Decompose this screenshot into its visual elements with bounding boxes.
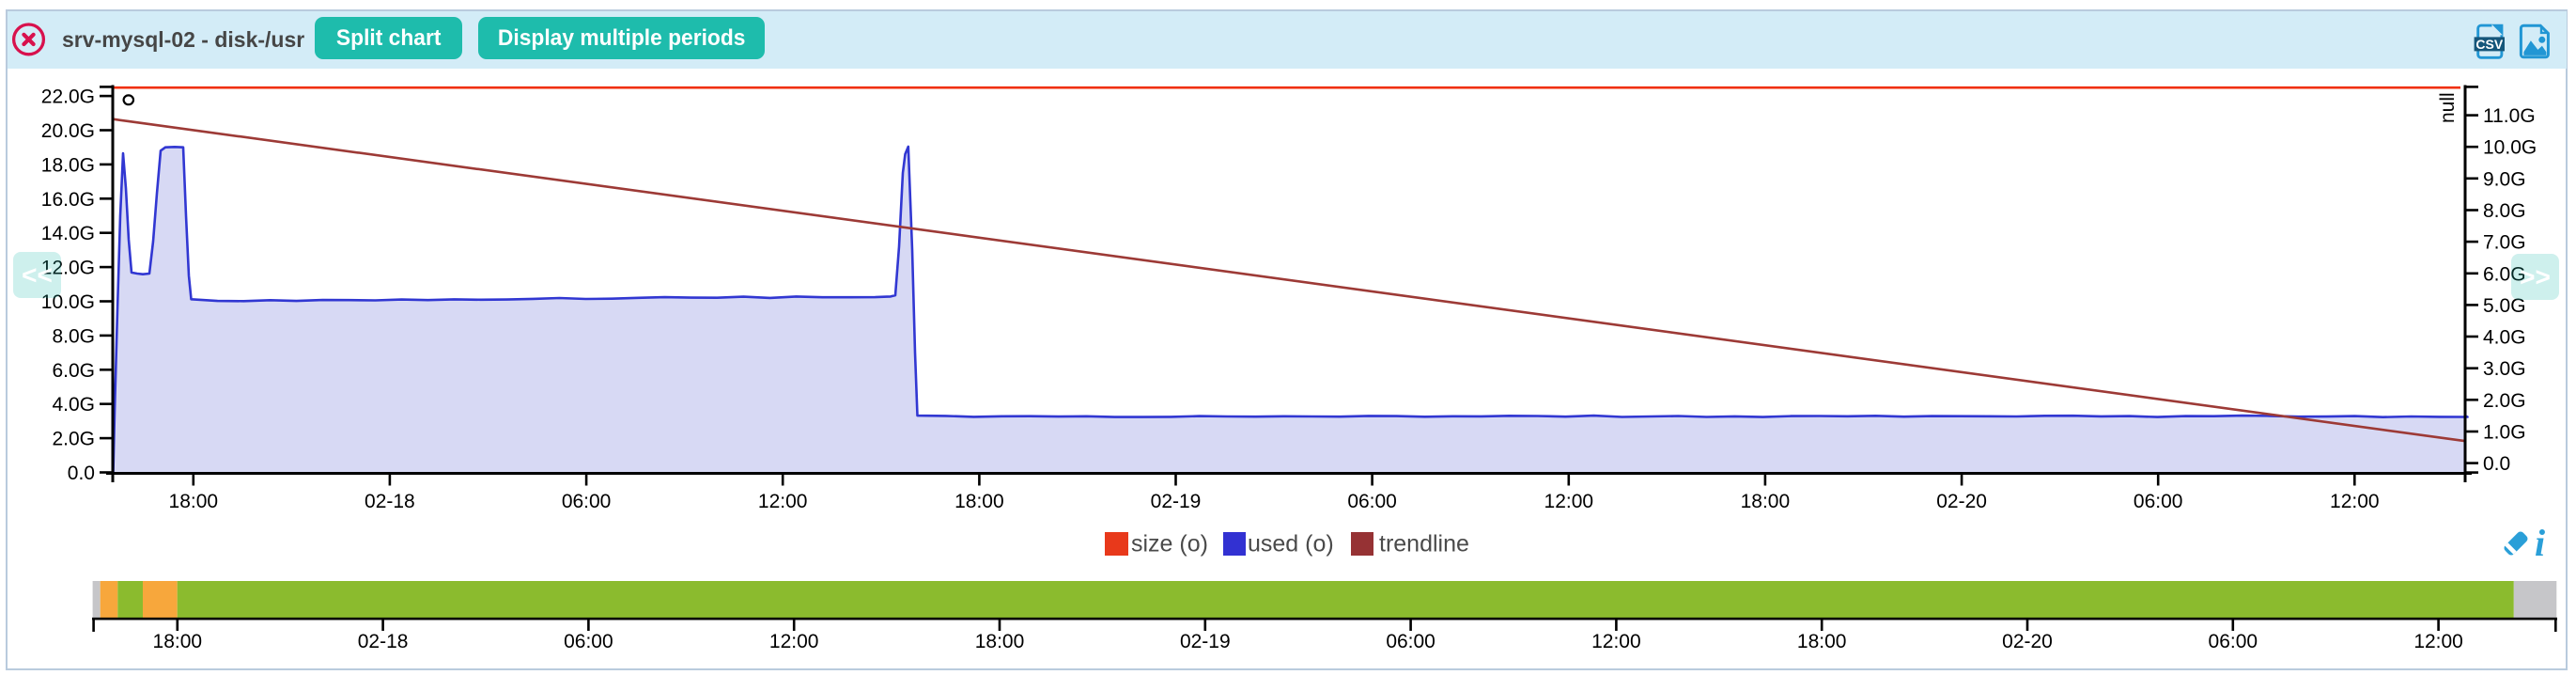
svg-text:6.0G: 6.0G bbox=[2483, 263, 2526, 285]
svg-text:CSV: CSV bbox=[2475, 37, 2503, 52]
svg-text:06:00: 06:00 bbox=[2209, 631, 2258, 652]
svg-text:8.0G: 8.0G bbox=[52, 325, 95, 347]
svg-text:10.0G: 10.0G bbox=[41, 291, 95, 313]
svg-text:7.0G: 7.0G bbox=[2483, 232, 2526, 254]
svg-text:18:00: 18:00 bbox=[1741, 491, 1791, 512]
svg-text:06:00: 06:00 bbox=[1386, 631, 1435, 652]
svg-text:i: i bbox=[2535, 522, 2545, 564]
svg-text:22.0G: 22.0G bbox=[41, 86, 95, 108]
svg-text:12:00: 12:00 bbox=[2413, 631, 2463, 652]
svg-text:18:00: 18:00 bbox=[954, 491, 1004, 512]
svg-text:02-18: 02-18 bbox=[358, 631, 409, 652]
svg-text:trendline: trendline bbox=[1379, 531, 1469, 557]
svg-text:18:00: 18:00 bbox=[169, 491, 219, 512]
svg-text:4.0G: 4.0G bbox=[2483, 327, 2526, 349]
svg-text:5.0G: 5.0G bbox=[2483, 295, 2526, 317]
svg-text:02-19: 02-19 bbox=[1151, 491, 1202, 512]
svg-text:used (o): used (o) bbox=[1248, 531, 1334, 557]
svg-text:18:00: 18:00 bbox=[153, 631, 203, 652]
svg-text:18:00: 18:00 bbox=[1797, 631, 1847, 652]
svg-text:18.0G: 18.0G bbox=[41, 154, 95, 176]
svg-text:1.0G: 1.0G bbox=[2483, 422, 2526, 444]
svg-text:2.0G: 2.0G bbox=[2483, 390, 2526, 412]
svg-text:12:00: 12:00 bbox=[1544, 491, 1594, 512]
svg-text:06:00: 06:00 bbox=[2134, 491, 2183, 512]
svg-text:0.0: 0.0 bbox=[2483, 453, 2510, 475]
svg-text:0.0: 0.0 bbox=[68, 463, 95, 484]
svg-text:12:00: 12:00 bbox=[2330, 491, 2380, 512]
svg-text:12:00: 12:00 bbox=[769, 631, 819, 652]
svg-text:18:00: 18:00 bbox=[975, 631, 1025, 652]
svg-text:02-18: 02-18 bbox=[365, 491, 415, 512]
svg-text:6.0G: 6.0G bbox=[52, 360, 95, 382]
svg-text:02-19: 02-19 bbox=[1180, 631, 1231, 652]
svg-text:4.0G: 4.0G bbox=[52, 394, 95, 416]
svg-text:11.0G: 11.0G bbox=[2483, 105, 2536, 127]
svg-text:06:00: 06:00 bbox=[562, 491, 612, 512]
svg-text:12.0G: 12.0G bbox=[41, 258, 95, 279]
svg-text:12:00: 12:00 bbox=[1591, 631, 1641, 652]
svg-text:10.0G: 10.0G bbox=[2483, 137, 2537, 159]
svg-text:02-20: 02-20 bbox=[2002, 631, 2053, 652]
svg-text:null: null bbox=[2437, 92, 2459, 123]
svg-text:14.0G: 14.0G bbox=[41, 223, 95, 244]
svg-text:06:00: 06:00 bbox=[1347, 491, 1397, 512]
svg-text:size (o): size (o) bbox=[1131, 531, 1208, 557]
svg-text:20.0G: 20.0G bbox=[41, 120, 95, 142]
svg-text:9.0G: 9.0G bbox=[2483, 168, 2526, 190]
svg-text:12:00: 12:00 bbox=[758, 491, 808, 512]
svg-text:06:00: 06:00 bbox=[564, 631, 613, 652]
svg-text:3.0G: 3.0G bbox=[2483, 358, 2526, 380]
svg-text:16.0G: 16.0G bbox=[41, 189, 95, 211]
svg-text:2.0G: 2.0G bbox=[52, 429, 95, 450]
svg-text:02-20: 02-20 bbox=[1936, 491, 1987, 512]
svg-text:8.0G: 8.0G bbox=[2483, 200, 2526, 222]
